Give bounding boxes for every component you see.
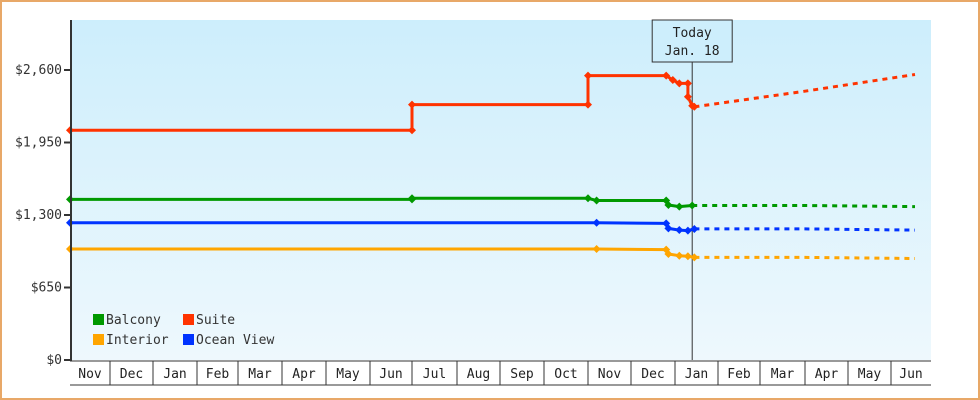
data-point-marker[interactable] — [584, 71, 592, 80]
legend-label: Interior — [106, 333, 169, 348]
data-point-marker[interactable] — [592, 218, 601, 227]
data-point-marker[interactable] — [690, 102, 699, 111]
data-point-marker[interactable] — [683, 92, 692, 101]
data-point-marker[interactable] — [675, 79, 684, 88]
legend-swatch — [93, 334, 104, 345]
data-point-marker[interactable] — [592, 196, 601, 205]
data-point-marker[interactable] — [688, 201, 697, 210]
month-label: Dec — [120, 367, 143, 382]
today-label: Today — [673, 26, 712, 41]
y-tick-label: $2,600 — [15, 63, 62, 78]
data-point-marker[interactable] — [584, 194, 592, 203]
data-point-marker[interactable] — [408, 194, 416, 203]
series-suite — [66, 71, 916, 135]
forecast-line — [694, 73, 916, 109]
month-label: Nov — [78, 367, 102, 382]
month-label: Oct — [554, 367, 577, 382]
y-tick-label: $650 — [31, 281, 62, 296]
month-label: May — [336, 367, 360, 382]
month-label: Feb — [206, 367, 230, 382]
month-label: Feb — [727, 367, 751, 382]
today-marker: Today Jan. 18 — [651, 19, 733, 360]
month-label: Dec — [641, 367, 664, 382]
series-balcony — [66, 194, 916, 211]
legend-label: Suite — [196, 313, 235, 328]
month-label: Mar — [248, 367, 272, 382]
data-point-marker[interactable] — [668, 76, 677, 85]
series-lines — [66, 71, 916, 262]
data-point-marker[interactable] — [662, 71, 671, 80]
legend-label: Balcony — [106, 313, 161, 328]
legend-swatch — [183, 314, 194, 325]
data-point-marker[interactable] — [664, 250, 673, 259]
data-point-marker[interactable] — [664, 224, 673, 233]
y-tick-label: $1,950 — [15, 136, 62, 151]
month-label: Mar — [771, 367, 795, 382]
y-tick-label: $0 — [46, 353, 62, 368]
today-date: Jan. 18 — [665, 44, 720, 59]
month-label: Jun — [379, 367, 402, 382]
y-axis: $0 $650 $1,300 $1,950 $2,600 — [15, 20, 72, 368]
data-point-marker[interactable] — [675, 202, 684, 211]
data-point-marker[interactable] — [683, 79, 692, 88]
x-axis-months: Nov Dec Jan Feb Mar Apr May Jun Jul Aug Sep Oct Nov D… — [70, 360, 931, 386]
legend-swatch — [93, 314, 104, 325]
data-point-marker[interactable] — [408, 100, 416, 109]
legend: Balcony Suite Interior Ocean View — [93, 313, 274, 348]
data-point-marker[interactable] — [690, 224, 699, 233]
today-box — [651, 19, 733, 63]
y-tick-label: $1,300 — [15, 208, 62, 223]
plot-area — [71, 20, 931, 360]
series-ocean-view — [66, 218, 916, 235]
legend-label: Ocean View — [196, 333, 274, 348]
month-label: Sep — [510, 367, 534, 382]
month-label: Jun — [899, 367, 922, 382]
forecast-line — [694, 227, 916, 232]
month-label: Apr — [815, 367, 839, 382]
forecast-line — [692, 204, 916, 209]
data-point-marker[interactable] — [664, 200, 673, 209]
month-label: Nov — [598, 367, 622, 382]
month-label: Jan — [163, 367, 186, 382]
month-label: Apr — [292, 367, 316, 382]
data-point-marker[interactable] — [592, 245, 601, 254]
data-point-marker[interactable] — [683, 252, 692, 261]
month-label: Jul — [423, 367, 446, 382]
month-label: May — [858, 367, 882, 382]
data-point-marker[interactable] — [675, 251, 684, 260]
forecast-line — [694, 255, 916, 260]
month-label: Jan — [685, 367, 708, 382]
legend-swatch — [183, 334, 194, 345]
data-point-marker[interactable] — [675, 226, 684, 235]
data-point-marker[interactable] — [690, 253, 699, 262]
month-label: Aug — [467, 367, 490, 382]
data-point-marker[interactable] — [584, 100, 592, 109]
data-point-marker[interactable] — [408, 126, 416, 135]
data-point-marker[interactable] — [683, 226, 692, 235]
series-interior — [66, 245, 916, 262]
